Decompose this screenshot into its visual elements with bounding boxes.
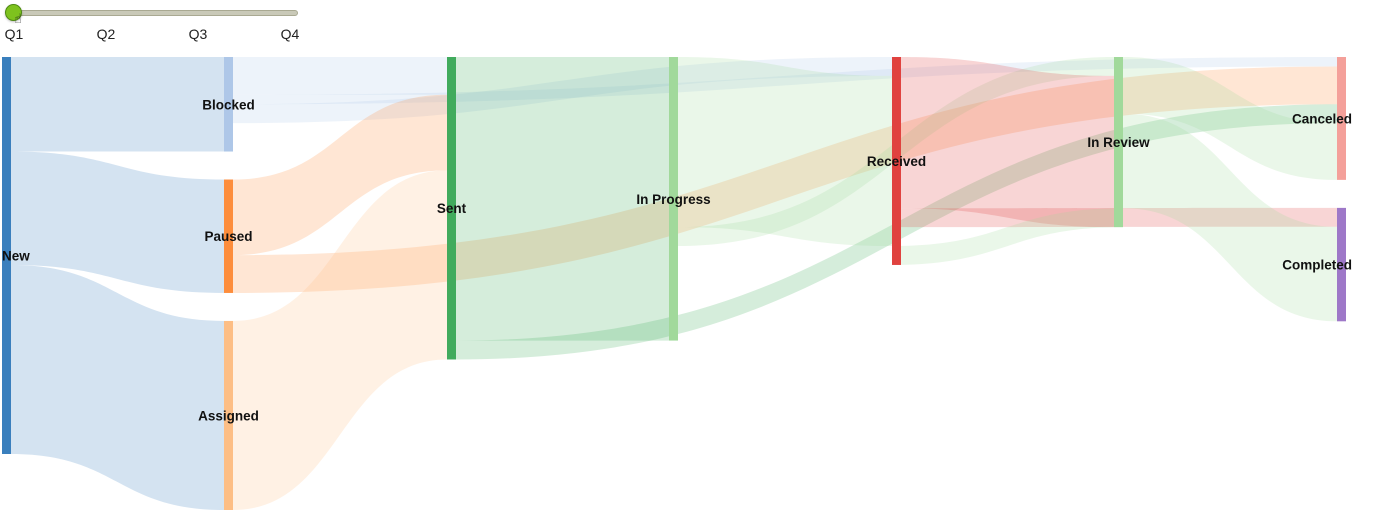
link-blocked-to-canceled[interactable] (233, 57, 1337, 105)
node-label-new: New (2, 249, 30, 264)
slider-thumb[interactable] (5, 4, 22, 21)
node-sent[interactable] (447, 57, 456, 360)
link-new-to-blocked[interactable] (11, 57, 224, 152)
node-label-received: Received (867, 154, 926, 169)
node-label-sent: Sent (437, 201, 467, 216)
slider-tick-q1[interactable]: Q1 (4, 26, 24, 42)
link-inreview-to-completed[interactable] (1123, 113, 1337, 322)
sankey-nodes (2, 57, 1346, 510)
hand-pointer-icon: ☝ (14, 11, 22, 26)
link-sent-to-inprogress[interactable] (456, 57, 669, 341)
sankey-links (11, 57, 1337, 510)
node-inreview[interactable] (1114, 57, 1123, 228)
link-new-to-paused[interactable] (11, 151, 224, 293)
node-label-blocked: Blocked (202, 97, 255, 112)
node-canceled[interactable] (1337, 57, 1346, 180)
link-paused-to-canceled[interactable] (233, 66, 1337, 293)
link-inreview-to-received[interactable] (892, 208, 1123, 265)
node-label-inprogress: In Progress (636, 192, 710, 207)
node-completed[interactable] (1337, 207, 1346, 322)
node-label-assigned: Assigned (198, 408, 259, 423)
link-assigned-to-sent[interactable] (233, 170, 447, 510)
quarter-slider[interactable]: ☝ Q1 Q2 Q3 Q4 (0, 0, 320, 48)
link-blocked-to-sent[interactable] (233, 57, 447, 95)
node-label-inreview: In Review (1087, 135, 1150, 150)
node-blocked[interactable] (224, 57, 233, 152)
link-new-to-assigned[interactable] (11, 264, 224, 510)
link-inreview-to-canceled[interactable] (1123, 57, 1337, 180)
link-blocked-to-received[interactable] (233, 57, 892, 124)
slider-tick-q4[interactable]: Q4 (280, 26, 300, 42)
node-label-paused: Paused (204, 229, 252, 244)
node-new[interactable] (2, 57, 11, 454)
slider-tick-q2[interactable]: Q2 (96, 26, 116, 42)
slider-tick-q3[interactable]: Q3 (188, 26, 208, 42)
node-label-completed: Completed (1282, 258, 1352, 273)
node-paused[interactable] (224, 179, 233, 293)
link-paused-to-sent[interactable] (233, 94, 447, 256)
node-inprogress[interactable] (669, 57, 678, 341)
node-assigned[interactable] (224, 320, 233, 510)
sankey-labels: New Blocked Paused Assigned Sent In Progress R… (2, 97, 1352, 423)
link-inprogress-to-received[interactable] (678, 57, 892, 247)
link-received-to-inreview[interactable] (901, 57, 1114, 228)
node-received[interactable] (892, 57, 901, 265)
node-label-canceled: Canceled (1292, 111, 1352, 126)
